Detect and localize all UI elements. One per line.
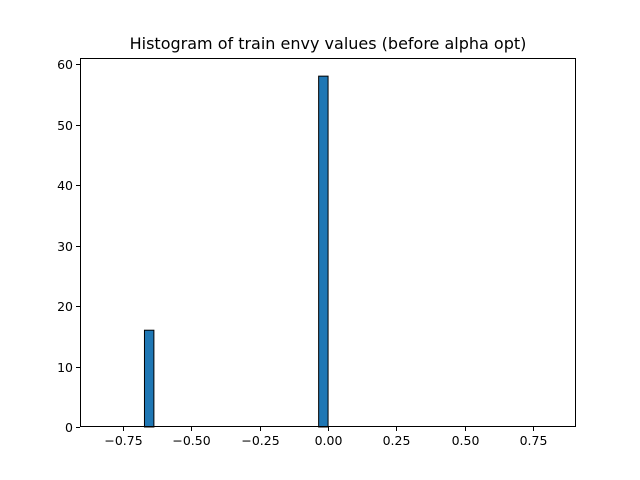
- plot-frame: [80, 58, 576, 427]
- y-tick-label: 10: [57, 360, 73, 375]
- x-tick-label: −0.50: [172, 433, 210, 448]
- x-axis: −0.75 −0.50 −0.25 0.00 0.25 0.50 0.75: [104, 427, 547, 448]
- chart-title: Histogram of train envy values (before a…: [130, 34, 527, 53]
- y-tick-label: 30: [57, 239, 73, 254]
- x-tick-label: 0.25: [383, 433, 411, 448]
- x-tick-label: −0.75: [104, 433, 142, 448]
- x-tick-label: 0.75: [520, 433, 548, 448]
- y-axis: 0 10 20 30 40 50 60: [57, 57, 80, 435]
- x-tick-label: 0.00: [315, 433, 343, 448]
- y-tick-label: 60: [57, 57, 73, 72]
- y-tick-label: 20: [57, 299, 73, 314]
- y-tick-label: 40: [57, 178, 73, 193]
- bars-group: [143, 75, 329, 428]
- x-tick-label: −0.25: [241, 433, 279, 448]
- histogram-bar-1: [318, 75, 329, 428]
- histogram-bar-0: [143, 329, 155, 428]
- y-tick-label: 0: [65, 420, 73, 435]
- y-tick-label: 50: [57, 118, 73, 133]
- x-tick-label: 0.50: [452, 433, 480, 448]
